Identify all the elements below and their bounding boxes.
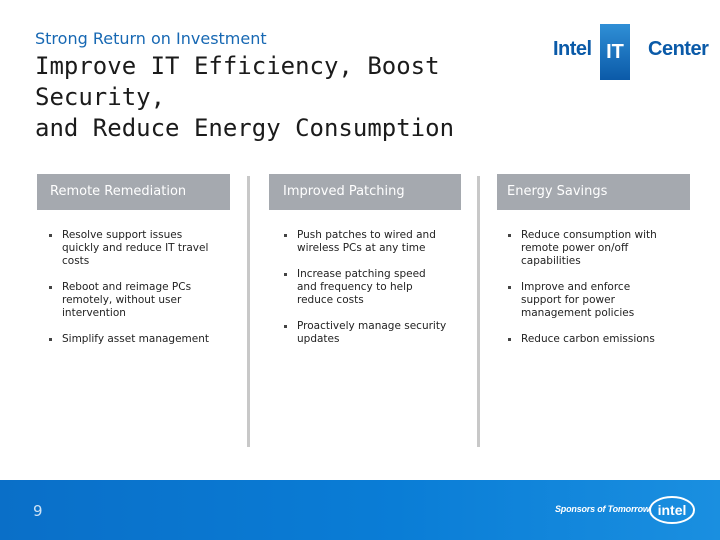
title-line: Security, xyxy=(35,83,166,111)
bullet-item: Proactively manage security updates xyxy=(283,320,448,346)
title-line: Improve IT Efficiency, Boost xyxy=(35,52,440,80)
energy-savings-list: Reduce consumption with remote power on/… xyxy=(507,229,672,359)
bullet-item: Resolve support issues quickly and reduc… xyxy=(48,229,218,268)
column-heading-improved-patching: Improved Patching xyxy=(269,174,461,210)
column-divider xyxy=(247,176,250,447)
title-line: and Reduce Energy Consumption xyxy=(35,114,455,142)
slide-subtitle: Strong Return on Investment xyxy=(35,29,267,48)
sponsors-tagline: Sponsors of Tomorrow. xyxy=(555,504,652,514)
bullet-item: Increase patching speed and frequency to… xyxy=(283,268,448,307)
column-heading-energy-savings: Energy Savings xyxy=(497,174,690,210)
logo-word-intel: Intel xyxy=(553,38,592,60)
intel-logo-icon: intel xyxy=(649,496,695,524)
column-divider xyxy=(477,176,480,447)
bullet-item: Push patches to wired and wireless PCs a… xyxy=(283,229,448,255)
intel-it-center-logo: Intel IT Center xyxy=(553,24,709,80)
bullet-item: Reboot and reimage PCs remotely, without… xyxy=(48,281,218,320)
column-heading-remote-remediation: Remote Remediation xyxy=(37,174,230,210)
bullet-item: Reduce consumption with remote power on/… xyxy=(507,229,672,268)
bullet-item: Improve and enforce support for power ma… xyxy=(507,281,672,320)
logo-word-center: Center xyxy=(648,38,709,60)
improved-patching-list: Push patches to wired and wireless PCs a… xyxy=(283,229,448,359)
bullet-item: Simplify asset management xyxy=(48,333,218,346)
remote-remediation-list: Resolve support issues quickly and reduc… xyxy=(48,229,218,359)
page-number: 9 xyxy=(33,502,43,520)
slide-title: Improve IT Efficiency, Boost Security, a… xyxy=(35,51,505,144)
intel-wordmark: intel xyxy=(658,502,687,518)
slide-footer: 9 Sponsors of Tomorrow. intel xyxy=(0,480,720,540)
logo-word-it: IT xyxy=(600,24,630,80)
bullet-item: Reduce carbon emissions xyxy=(507,333,672,346)
